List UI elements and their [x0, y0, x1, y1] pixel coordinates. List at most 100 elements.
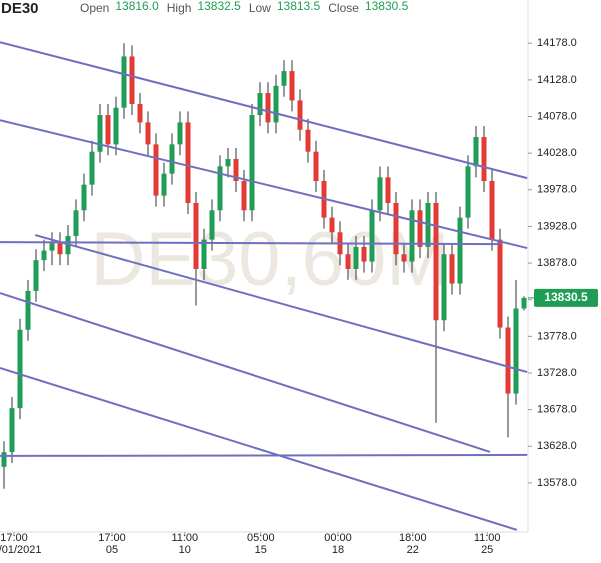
candle-body — [441, 254, 447, 321]
candle-body — [401, 254, 407, 262]
last-price-tag — [534, 288, 598, 307]
trendline — [0, 241, 501, 246]
candle-body — [9, 408, 15, 453]
candle-body — [185, 122, 191, 203]
candle-body — [353, 246, 359, 269]
candle-body — [153, 144, 159, 196]
candle-body — [145, 122, 151, 145]
y-tick-label: 14028.0 — [537, 147, 577, 159]
candle-body — [369, 210, 375, 262]
ohlc-value: 13816.0 — [115, 0, 159, 13]
trendline — [0, 292, 491, 453]
x-tick-date: 05 — [106, 544, 118, 556]
y-tick-label: 13878.0 — [537, 257, 577, 269]
y-tick-label: 13778.0 — [537, 330, 577, 342]
candle-body — [409, 210, 415, 262]
ohlc-value: 13813.5 — [277, 0, 321, 13]
ohlc-name: Close — [328, 1, 359, 15]
x-tick-label: 17:00 — [98, 532, 126, 544]
ohlc-name: High — [167, 1, 192, 15]
candle-body — [105, 115, 111, 145]
x-tick-date: 15 — [255, 544, 267, 556]
y-tick-label: 13578.0 — [537, 477, 577, 489]
symbol: DE30 — [1, 0, 39, 17]
candle-body — [89, 151, 95, 185]
trendline — [34, 234, 528, 373]
candle-body — [473, 137, 479, 167]
candle-body — [481, 137, 487, 181]
x-tick-label: 05:00 — [247, 532, 275, 544]
y-tick-label: 13678.0 — [537, 404, 577, 416]
y-tick-label: 13978.0 — [537, 184, 577, 196]
ohlc-name: Low — [249, 1, 271, 15]
candle-body — [25, 290, 31, 330]
trendline — [0, 41, 528, 180]
candle-body — [393, 202, 399, 255]
y-tick-label: 14078.0 — [537, 110, 577, 122]
candle-body — [225, 159, 231, 167]
x-tick-label: 11:00 — [474, 532, 501, 544]
trendline — [0, 367, 518, 531]
y-tick-label: 13628.0 — [537, 440, 577, 452]
candle-body — [497, 239, 503, 328]
candle-body — [161, 173, 167, 196]
candle-body — [41, 250, 47, 261]
candle-body — [417, 210, 423, 247]
candle-body — [201, 239, 207, 269]
candle-body — [345, 254, 351, 269]
ohlc-header: Open 13816.0 High 13832.5 Low 13813.5 Close 138… — [80, 0, 409, 15]
candle-body — [57, 243, 63, 255]
candle-body — [273, 85, 279, 123]
candle-body — [249, 115, 255, 211]
candle-body — [289, 71, 295, 101]
candle-body — [465, 166, 471, 218]
candle-body — [73, 210, 79, 236]
candle-body — [17, 329, 23, 409]
ohlc-value: 13830.5 — [365, 0, 409, 13]
candle-body — [297, 100, 303, 130]
candle-body — [129, 56, 135, 105]
x-tick-date: 22 — [407, 544, 419, 556]
candle-body — [81, 184, 87, 211]
candle-body — [137, 104, 143, 123]
candle-body — [1, 452, 7, 467]
last-price-label: 13830.5 — [544, 290, 588, 304]
candle-body — [233, 159, 239, 181]
y-tick-label: 13928.0 — [537, 220, 577, 232]
candle-body — [361, 246, 367, 262]
candle-body — [329, 217, 335, 233]
candle-body — [313, 151, 319, 181]
header-bg — [0, 0, 430, 17]
candle-body — [113, 107, 119, 145]
watermark: DE30,60M — [90, 217, 449, 302]
ohlc-value: 13832.5 — [197, 0, 241, 13]
candle-body — [209, 210, 215, 240]
trendline — [0, 119, 528, 250]
ohlc-name: Open — [80, 1, 109, 15]
candle-body — [241, 180, 247, 211]
candle-body — [377, 177, 383, 211]
candle-body — [433, 202, 439, 321]
y-tick-label: 13728.0 — [537, 367, 577, 379]
candle-body — [49, 243, 55, 251]
candle-body — [257, 93, 263, 116]
candle-body — [505, 327, 511, 394]
x-tick-label: 11:00 — [171, 532, 198, 544]
candle-body — [449, 254, 455, 284]
candle-body — [33, 260, 39, 291]
x-tick-label: 00:00 — [324, 532, 352, 544]
candle-body — [385, 177, 391, 203]
x-tick-label: 18:00 — [399, 532, 427, 544]
candle-body — [177, 122, 183, 145]
trendline — [0, 453, 528, 457]
x-tick-date: 18 — [332, 544, 344, 556]
candle-body — [193, 202, 199, 269]
candle-body — [489, 180, 495, 240]
candle-body — [121, 56, 127, 108]
candle-body — [97, 115, 103, 152]
candle-body — [281, 71, 287, 86]
x-tick-date: 25 — [481, 544, 493, 556]
x-tick-date: 02/01/2021 — [0, 544, 42, 556]
